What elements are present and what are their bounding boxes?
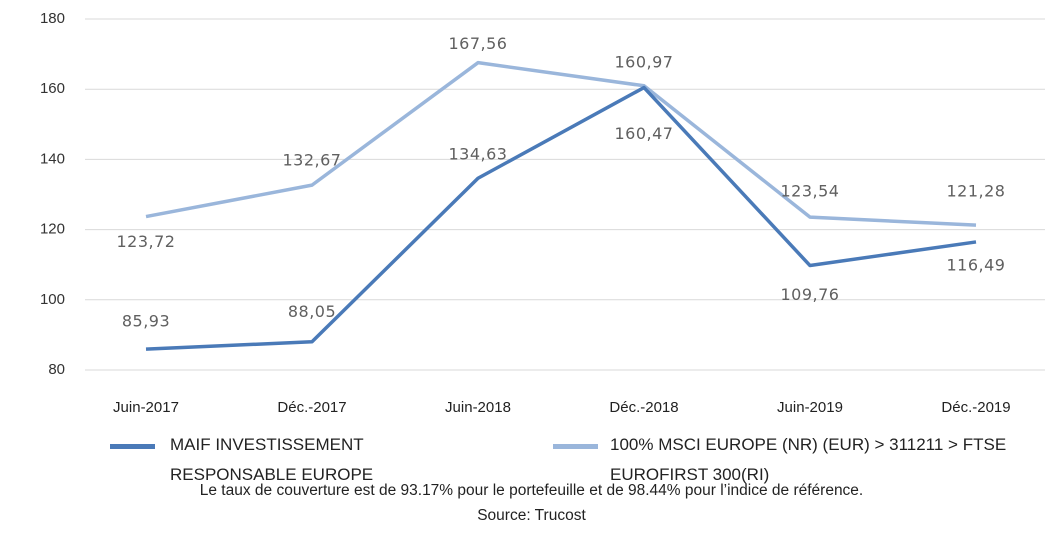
data-label: 85,93	[122, 312, 170, 331]
footnote: Le taux de couverture est de 93.17% pour…	[199, 482, 864, 499]
data-label: 123,72	[117, 232, 176, 251]
data-label: 121,28	[947, 182, 1006, 201]
data-label: 88,05	[288, 302, 336, 321]
legend-label: 100% MSCI EUROPE (NR) (EUR) > 311211 > F…	[610, 435, 1007, 484]
y-tick-label: 80	[48, 361, 65, 378]
data-label: 109,76	[781, 285, 840, 304]
y-tick-label: 100	[40, 291, 65, 308]
x-tick-label: Juin-2019	[777, 399, 843, 416]
x-tick-label: Déc.-2017	[277, 399, 346, 416]
data-label: 132,67	[283, 151, 342, 170]
x-tick-label: Déc.-2019	[941, 399, 1010, 416]
y-tick-label: 160	[40, 80, 65, 97]
series-line	[145, 60, 977, 227]
x-tick-label: Juin-2018	[445, 399, 511, 416]
y-tick-label: 140	[40, 150, 65, 167]
legend-swatch	[553, 444, 598, 449]
data-label: 167,56	[449, 34, 508, 53]
legend-swatch	[110, 444, 155, 449]
x-tick-label: Déc.-2018	[609, 399, 678, 416]
data-label: 160,47	[615, 124, 674, 143]
data-label: 160,97	[615, 52, 674, 71]
y-tick-label: 120	[40, 221, 65, 238]
data-label: 116,49	[947, 255, 1006, 274]
chart: 80 100 120 140 160 180 Juin-2017 Déc.-2017 Juin-…	[40, 10, 1045, 416]
source: Source: Trucost	[477, 507, 586, 524]
legend-label: MAIF INVESTISSEMENT RESPONSABLE EUROPE	[170, 435, 374, 484]
x-tick-label: Juin-2017	[113, 399, 179, 416]
series-line	[145, 85, 977, 351]
data-label: 134,63	[449, 145, 508, 164]
data-label: 123,54	[781, 182, 840, 201]
y-tick-label: 180	[40, 10, 65, 27]
